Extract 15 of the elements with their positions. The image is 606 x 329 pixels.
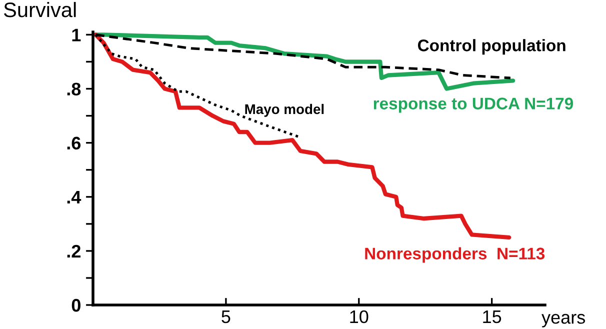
series-label: response to UDCA N=179 <box>374 98 574 113</box>
x-tick-label: 15 <box>483 310 502 324</box>
series-label: Nonresponders N=113 <box>365 247 545 263</box>
y-tick-label: .4 <box>67 191 82 204</box>
y-tick-label: .8 <box>67 82 81 96</box>
series-label: Mayo model <box>245 104 324 117</box>
y-tick-label: 1 <box>72 28 81 42</box>
y-tick-label: .6 <box>67 136 81 150</box>
y-axis-title: Survival <box>4 2 76 18</box>
series-label: Control population <box>418 39 566 55</box>
x-tick-label: 5 <box>222 310 230 324</box>
y-tick-label: .2 <box>67 244 80 258</box>
x-axis-title: years <box>542 314 586 328</box>
x-tick-label: 10 <box>350 310 368 324</box>
y-tick-label: 0 <box>72 298 80 312</box>
